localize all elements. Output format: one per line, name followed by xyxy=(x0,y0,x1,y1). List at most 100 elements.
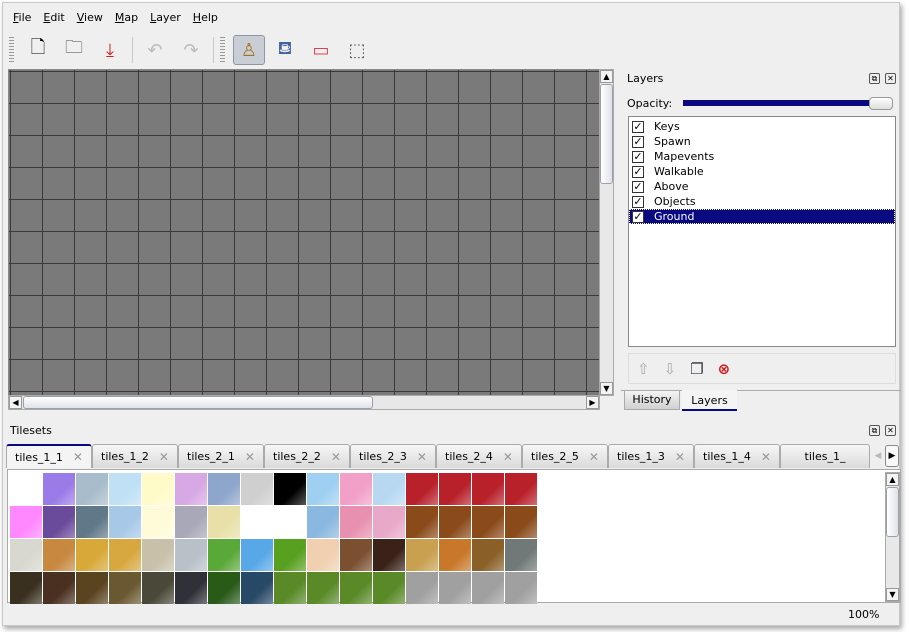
save-icon[interactable]: ⤓ xyxy=(106,39,114,61)
tile[interactable] xyxy=(340,539,372,571)
close-icon[interactable]: ✕ xyxy=(885,425,896,436)
new-icon[interactable]: 🗋 xyxy=(30,37,46,58)
tile[interactable] xyxy=(373,473,405,505)
visibility-checkbox[interactable]: ✓ xyxy=(632,194,644,208)
tile[interactable] xyxy=(208,506,240,538)
visibility-checkbox[interactable]: ✓ xyxy=(632,119,644,133)
map-horizontal-scrollbar[interactable]: ◀ ▶ xyxy=(8,395,600,410)
tile[interactable] xyxy=(274,473,306,505)
undo-icon[interactable]: ↶ xyxy=(147,39,163,61)
scroll-down-icon[interactable]: ▼ xyxy=(886,588,899,601)
tab-scroll-left-icon[interactable]: ◀ xyxy=(874,451,882,461)
menu-help[interactable]: Help xyxy=(192,11,218,24)
tile[interactable] xyxy=(142,473,174,505)
tile[interactable] xyxy=(10,473,42,505)
scroll-thumb[interactable] xyxy=(23,396,373,409)
scroll-down-icon[interactable]: ▼ xyxy=(600,382,613,395)
tile[interactable] xyxy=(43,572,75,604)
tile[interactable] xyxy=(439,506,471,538)
tile[interactable] xyxy=(208,572,240,604)
tile[interactable] xyxy=(373,506,405,538)
tile[interactable] xyxy=(109,539,141,571)
tile[interactable] xyxy=(10,539,42,571)
raise-layer-icon[interactable]: ⇧ xyxy=(637,359,650,378)
tile[interactable] xyxy=(406,539,438,571)
tileset-tab[interactable]: tiles_1_2 ✕ xyxy=(92,444,178,468)
close-tab-icon[interactable]: ✕ xyxy=(502,449,513,464)
visibility-checkbox[interactable]: ✓ xyxy=(632,149,644,163)
lower-layer-icon[interactable]: ⇩ xyxy=(663,359,677,378)
tile[interactable] xyxy=(241,473,273,505)
opacity-slider[interactable] xyxy=(683,100,873,106)
map-vertical-scrollbar[interactable]: ▲ ▼ xyxy=(599,69,614,396)
close-icon[interactable]: ✕ xyxy=(885,73,896,84)
tileset-tab[interactable]: tiles_1_ xyxy=(780,444,870,468)
tileset-tab[interactable]: tiles_2_3 ✕ xyxy=(350,444,436,468)
tile[interactable] xyxy=(439,572,471,604)
tile[interactable] xyxy=(142,539,174,571)
close-tab-icon[interactable]: ✕ xyxy=(158,449,169,464)
tile[interactable] xyxy=(43,473,75,505)
tile[interactable] xyxy=(472,539,504,571)
tile[interactable] xyxy=(472,572,504,604)
tileset-tab[interactable]: tiles_1_3 ✕ xyxy=(608,444,694,468)
tile[interactable] xyxy=(505,539,537,571)
tile[interactable] xyxy=(43,506,75,538)
tile[interactable] xyxy=(208,539,240,571)
close-tab-icon[interactable]: ✕ xyxy=(72,450,83,464)
close-tab-icon[interactable]: ✕ xyxy=(416,449,427,464)
map-canvas[interactable] xyxy=(8,69,600,396)
tile[interactable] xyxy=(142,572,174,604)
close-tab-icon[interactable]: ✕ xyxy=(674,449,685,464)
tile[interactable] xyxy=(406,572,438,604)
tile[interactable] xyxy=(175,506,207,538)
rect-select-icon[interactable]: ⬚ xyxy=(348,39,366,61)
tile[interactable] xyxy=(340,473,372,505)
close-tab-icon[interactable]: ✕ xyxy=(330,449,341,464)
remove-layer-icon[interactable]: ⊗ xyxy=(717,359,731,378)
tile[interactable] xyxy=(472,473,504,505)
visibility-checkbox[interactable]: ✓ xyxy=(632,164,644,178)
close-tab-icon[interactable]: ✕ xyxy=(244,449,255,464)
tile[interactable] xyxy=(439,473,471,505)
toolbar-grip[interactable] xyxy=(220,37,225,63)
tile[interactable] xyxy=(241,539,273,571)
scroll-up-icon[interactable]: ▲ xyxy=(600,70,613,83)
eraser-icon[interactable]: ▭ xyxy=(312,39,330,61)
layer-item-keys[interactable]: ✓ Keys xyxy=(629,119,895,134)
close-tab-icon[interactable]: ✕ xyxy=(760,449,771,464)
float-icon[interactable]: ⧉ xyxy=(869,425,880,436)
tile[interactable] xyxy=(76,473,108,505)
scroll-thumb[interactable] xyxy=(886,487,899,537)
tileset-tab[interactable]: tiles_2_1 ✕ xyxy=(178,444,264,468)
tab-scroll-right-icon[interactable]: ▶ xyxy=(885,445,899,467)
visibility-checkbox[interactable]: ✓ xyxy=(632,134,644,148)
tile[interactable] xyxy=(340,506,372,538)
opacity-slider-handle[interactable] xyxy=(869,97,893,110)
scroll-thumb[interactable] xyxy=(600,84,613,184)
layer-item-above[interactable]: ✓ Above xyxy=(629,179,895,194)
tab-history[interactable]: History xyxy=(624,390,680,410)
tile[interactable] xyxy=(373,572,405,604)
bucket-fill-icon[interactable]: ⛾ xyxy=(277,38,293,59)
tile[interactable] xyxy=(109,572,141,604)
layer-item-mapevents[interactable]: ✓ Mapevents xyxy=(629,149,895,164)
tileset-grid[interactable] xyxy=(10,473,538,604)
tile[interactable] xyxy=(274,506,306,538)
menu-map[interactable]: Map xyxy=(114,11,139,24)
tile[interactable] xyxy=(307,473,339,505)
layer-item-spawn[interactable]: ✓ Spawn xyxy=(629,134,895,149)
tileset-vertical-scrollbar[interactable]: ▲ ▼ xyxy=(885,472,900,602)
tile[interactable] xyxy=(10,572,42,604)
scroll-up-icon[interactable]: ▲ xyxy=(886,473,899,486)
stamp-brush-icon[interactable]: ♙ xyxy=(233,35,265,65)
tile[interactable] xyxy=(175,473,207,505)
tab-layers[interactable]: Layers xyxy=(682,390,737,411)
tileset-tab[interactable]: tiles_2_5 ✕ xyxy=(522,444,608,468)
open-icon[interactable]: 🗀 xyxy=(65,37,83,58)
tileset-tab[interactable]: tiles_2_2 ✕ xyxy=(264,444,350,468)
tile[interactable] xyxy=(505,572,537,604)
tileset-tab[interactable]: tiles_1_4 ✕ xyxy=(694,444,780,468)
layer-item-ground[interactable]: ✓ Ground xyxy=(629,209,895,224)
tile[interactable] xyxy=(76,539,108,571)
